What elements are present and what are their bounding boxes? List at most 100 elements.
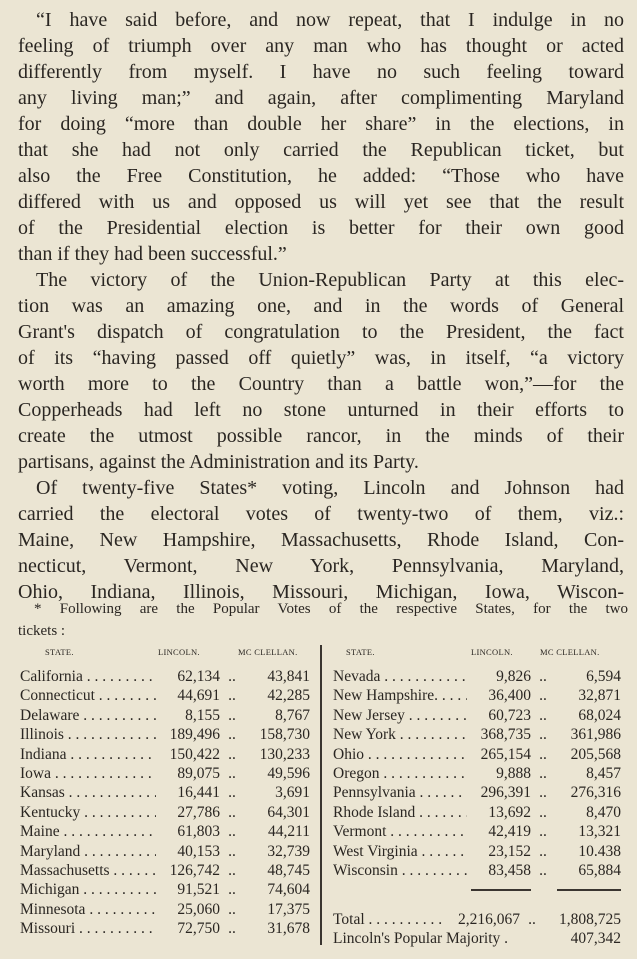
separator-dots: .. (228, 706, 236, 724)
table-row: California 62,134.. 43,841 (20, 667, 310, 686)
table-row: Maryland 40,153.. 32,739 (20, 842, 310, 861)
state-name: Kansas (20, 783, 156, 802)
state-name: Maryland (20, 842, 156, 861)
lincoln-votes: 44,691 (177, 687, 220, 705)
text-line: differed with us and opposed us will yet… (18, 191, 624, 213)
table-row: Maine 61,803.. 44,211 (20, 822, 310, 841)
separator-dots: .. (539, 784, 547, 802)
separator-dots: .. (228, 745, 236, 763)
separator-dots: .. (539, 823, 547, 841)
lincoln-votes: 91,521 (177, 881, 220, 899)
mcclellan-votes: 31,678 (267, 920, 310, 938)
state-name: Ohio (333, 745, 467, 764)
column-header-lincoln: LINCOLN. (471, 647, 513, 657)
lincoln-votes: 265,154 (480, 745, 531, 763)
mcclellan-votes: 158,730 (259, 726, 310, 744)
lincoln-votes: 16,441 (177, 784, 220, 802)
column-header-mcclellan: MC CLELLAN. (540, 647, 600, 657)
text-line: of the Presidential election is better f… (18, 217, 624, 239)
column-header-state: STATE. (45, 647, 74, 657)
mcclellan-votes: 48,745 (267, 862, 310, 879)
mcclellan-votes: 361,986 (570, 726, 621, 744)
table-row: Kentucky 27,786.. 64,301 (20, 803, 310, 822)
lincoln-votes: 368,735 (480, 726, 531, 744)
text-line: partisans, against the Administration an… (18, 451, 419, 473)
mcclellan-votes: 68,024 (578, 706, 621, 724)
state-name: Massachusetts (20, 861, 156, 880)
mcclellan-votes: 3,691 (275, 784, 310, 802)
state-name: Pennsylvania (333, 783, 467, 802)
lincoln-votes: 89,075 (177, 765, 220, 782)
lincoln-votes: 62,134 (177, 668, 220, 685)
state-name: Nevada (333, 667, 467, 686)
state-name: Minnesota (20, 900, 156, 919)
majority-value: 407,342 (570, 929, 621, 947)
lincoln-votes: 27,786 (177, 803, 220, 821)
lincoln-votes: 9,826 (496, 668, 531, 685)
separator-dots: .. (228, 862, 236, 879)
state-name: Missouri (20, 919, 156, 938)
mcclellan-votes: 32,871 (578, 687, 621, 705)
majority-row: Lincoln's Popular Majority . 407,342 (333, 929, 621, 948)
separator-dots: .. (228, 803, 236, 821)
mcclellan-votes: 8,767 (275, 706, 310, 724)
mcclellan-votes: 32,739 (267, 842, 310, 860)
text-line: Grant's dispatch of congratulation to th… (18, 321, 624, 343)
table-row: Wisconsin 83,458.. 65,884 (333, 861, 621, 880)
separator-dots: .. (539, 687, 547, 705)
footnote-line: tickets : (18, 623, 66, 639)
table-row: Nevada 9,826.. 6,594 (333, 667, 621, 686)
state-name: Michigan (20, 880, 156, 899)
mcclellan-votes: 65,884 (578, 862, 621, 879)
separator-dots: .. (228, 726, 236, 744)
lincoln-votes: 150,422 (169, 745, 220, 763)
separator-dots: .. (228, 823, 236, 841)
state-name: Delaware (20, 706, 156, 725)
text-line: create the utmost possible rancor, in th… (18, 425, 624, 447)
text-line: Ohio, Indiana, Illinois, Missouri, Michi… (18, 581, 624, 603)
lincoln-votes: 13,692 (488, 803, 531, 821)
text-line: any living man;” and again, after compli… (18, 87, 624, 109)
mcclellan-votes: 8,457 (586, 765, 621, 782)
text-line: The victory of the Union-Republican Part… (36, 269, 624, 291)
table-row: Delaware 8,155.. 8,767 (20, 706, 310, 725)
state-name: West Virginia (333, 842, 467, 861)
separator-dots: .. (539, 726, 547, 744)
mcclellan-votes: 6,594 (586, 668, 621, 685)
state-name: Illinois (20, 725, 156, 744)
separator-dots: .. (228, 765, 236, 782)
text-line: worth more to the Country than a battle … (18, 373, 624, 395)
separator-dots: .. (539, 765, 547, 782)
mcclellan-votes: 43,841 (267, 668, 310, 685)
table-row: New York 368,735.. 361,986 (333, 725, 621, 744)
table-row: Rhode Island 13,692.. 8,470 (333, 803, 621, 822)
mcclellan-votes: 276,316 (570, 784, 621, 802)
state-name: Rhode Island (333, 803, 467, 822)
table-row: Missouri 72,750.. 31,678 (20, 919, 310, 938)
table-row: Minnesota 25,060.. 17,375 (20, 900, 310, 919)
separator-dots: .. (539, 803, 547, 821)
mcclellan-votes: 44,211 (267, 823, 310, 841)
total-row: Total 2,216,067.. 1,808,725 (333, 910, 621, 929)
table-row: New Jersey 60,723.. 68,024 (333, 706, 621, 725)
mcclellan-votes: 49,596 (267, 765, 310, 782)
mcclellan-votes: 42,285 (267, 687, 310, 705)
mcclellan-votes: 17,375 (267, 900, 310, 918)
separator-dots: .. (539, 842, 547, 860)
table-row: Kansas 16,441.. 3,691 (20, 783, 310, 802)
lincoln-votes: 40,153 (177, 842, 220, 860)
table-row: Ohio 265,154.. 205,568 (333, 745, 621, 764)
text-line: than if they had been successful.” (18, 243, 287, 265)
table-row: Oregon 9,888.. 8,457 (333, 764, 621, 783)
mcclellan-votes: 205,568 (570, 745, 621, 763)
mcclellan-votes: 10.438 (578, 842, 621, 860)
state-name: Connecticut (20, 686, 156, 705)
body-text: “I have said before, and now repeat, tha… (18, 7, 624, 605)
mcclellan-votes: 8,470 (586, 803, 621, 821)
lincoln-votes: 60,723 (488, 706, 531, 724)
lincoln-votes: 83,458 (488, 862, 531, 879)
separator-dots: .. (228, 842, 236, 860)
text-line: tion was an amazing one, and in the word… (18, 295, 624, 317)
table-row: West Virginia 23,152.. 10.438 (333, 842, 621, 861)
sum-rule (557, 889, 621, 891)
